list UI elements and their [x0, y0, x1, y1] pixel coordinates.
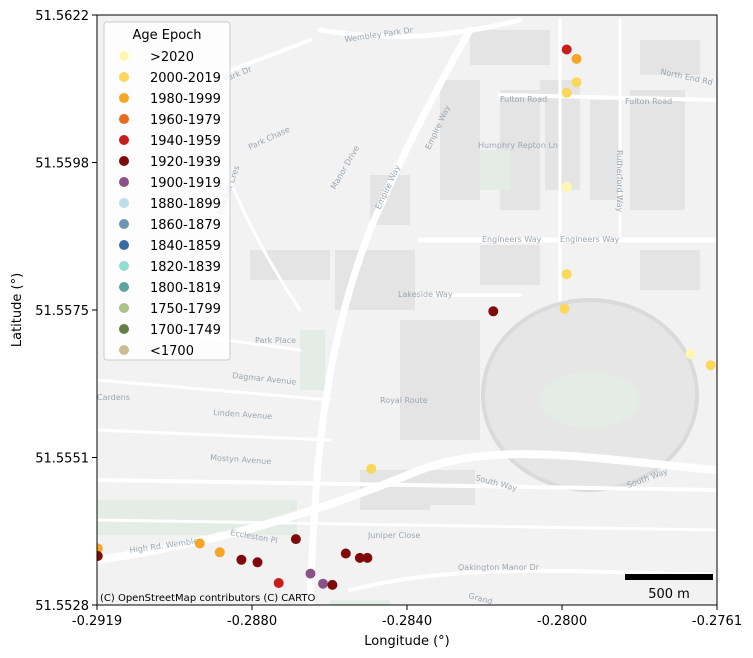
legend-entry-label: 1980-1999	[150, 92, 221, 107]
data-point	[305, 568, 316, 579]
data-point	[561, 44, 572, 55]
legend-marker	[119, 177, 129, 187]
data-point	[561, 182, 572, 192]
y-tick-label: 51.5575	[35, 304, 89, 319]
data-point	[685, 348, 696, 359]
legend-marker	[119, 135, 129, 145]
legend-marker	[119, 114, 129, 124]
data-point	[366, 463, 377, 474]
legend-title: Age Epoch	[132, 28, 201, 43]
map-street-label: Park Place	[255, 336, 296, 345]
map-attribution: (C) OpenStreetMap contributors (C) CARTO	[100, 593, 315, 604]
map-street-label: Humphry Repton Ln	[478, 141, 558, 150]
legend-marker	[119, 72, 129, 82]
legend: Age Epoch >2020 2000-2019 1980-1999 1960-19…	[103, 21, 231, 361]
data-point	[571, 77, 582, 88]
scale-bar-label: 500 m	[648, 587, 690, 602]
data-point	[705, 360, 716, 371]
y-tick-label: 51.5598	[35, 157, 89, 172]
x-axis-label: Longitude (°)	[364, 634, 449, 649]
data-point	[571, 53, 582, 64]
x-tick-label: -0.2880	[227, 614, 277, 629]
y-axis-label: Latitude (°)	[10, 273, 25, 347]
legend-marker	[119, 51, 129, 61]
x-tick-label: -0.2761	[692, 614, 742, 629]
data-point	[340, 548, 351, 559]
data-point	[290, 534, 301, 545]
map-street-label: Oakington Manor Dr	[458, 563, 540, 572]
data-point	[273, 578, 284, 588]
scale-bar: 500 m	[625, 574, 713, 602]
legend-entry-label: 1750-1799	[150, 302, 221, 317]
legend-entry-label: 1820-1839	[150, 260, 221, 275]
legend-marker	[119, 282, 129, 292]
x-tick-label: -0.2919	[72, 614, 122, 629]
data-point	[488, 306, 499, 317]
y-tick-label: 51.5528	[35, 599, 89, 614]
map-street-label: Rutherford Way	[615, 150, 624, 212]
data-point	[236, 554, 247, 565]
map-street-label: Fulton Road	[500, 95, 547, 104]
legend-entry-label: 1920-1939	[150, 155, 221, 170]
points-layer	[97, 44, 716, 590]
axes-layer: -0.2919 -0.2880 -0.2840 -0.2800 -0.2761 51.56…	[35, 9, 742, 629]
x-tick-label: -0.2800	[537, 614, 587, 629]
map-street-label: Engineers Way	[482, 235, 542, 244]
map-street-label: Linden Avenue	[213, 408, 273, 421]
scale-bar-line	[625, 574, 713, 580]
legend-entry-label: 2000-2019	[150, 71, 221, 86]
map-street-label: Mostyn Avenue	[210, 453, 272, 466]
data-point	[214, 547, 225, 558]
legend-entry-label: 1900-1919	[150, 176, 221, 191]
data-point	[561, 87, 572, 98]
legend-entry-label: 1960-1979	[150, 113, 221, 128]
legend-entry-label: <1700	[150, 344, 194, 359]
data-point	[561, 269, 572, 280]
legend-marker	[119, 198, 129, 208]
data-point	[194, 538, 205, 549]
legend-marker	[119, 156, 129, 166]
data-point	[97, 543, 103, 554]
map-street-label: Fulton Road	[625, 97, 672, 106]
data-point	[559, 303, 570, 314]
map-street-label: Lakeside Way	[398, 290, 453, 299]
y-tick-label: 51.5551	[35, 452, 89, 467]
legend-entry-label: 1940-1959	[150, 134, 221, 149]
legend-marker	[119, 219, 129, 229]
legend-marker	[119, 240, 129, 250]
legend-marker	[119, 261, 129, 271]
legend-entry-label: 1860-1879	[150, 218, 221, 233]
x-tick-label: -0.2840	[382, 614, 432, 629]
legend-entry-label: 1800-1819	[150, 281, 221, 296]
legend-entry-label: 1700-1749	[150, 323, 221, 338]
legend-entry-label: 1840-1859	[150, 239, 221, 254]
data-point	[362, 552, 373, 563]
map-street-label: Engineers Way	[560, 235, 620, 244]
data-point	[327, 579, 338, 590]
legend-entry-label: >2020	[150, 50, 194, 65]
data-point	[97, 551, 103, 561]
legend-marker	[119, 324, 129, 334]
y-tick-label: 51.5622	[35, 9, 89, 24]
map-street-label: Cardens	[97, 393, 130, 402]
legend-marker	[119, 345, 129, 355]
legend-entry-label: 1880-1899	[150, 197, 221, 212]
data-point	[318, 578, 328, 589]
legend-marker	[119, 303, 129, 313]
map-street-label: Royal Route	[380, 396, 428, 405]
map-street-label: Juniper Close	[367, 531, 420, 540]
data-point	[252, 557, 263, 568]
data-point	[354, 552, 365, 563]
legend-marker	[119, 93, 129, 103]
legend-entries: >2020 2000-2019 1980-1999 1960-1979 1940-195…	[119, 50, 221, 359]
legend-box	[103, 21, 231, 361]
